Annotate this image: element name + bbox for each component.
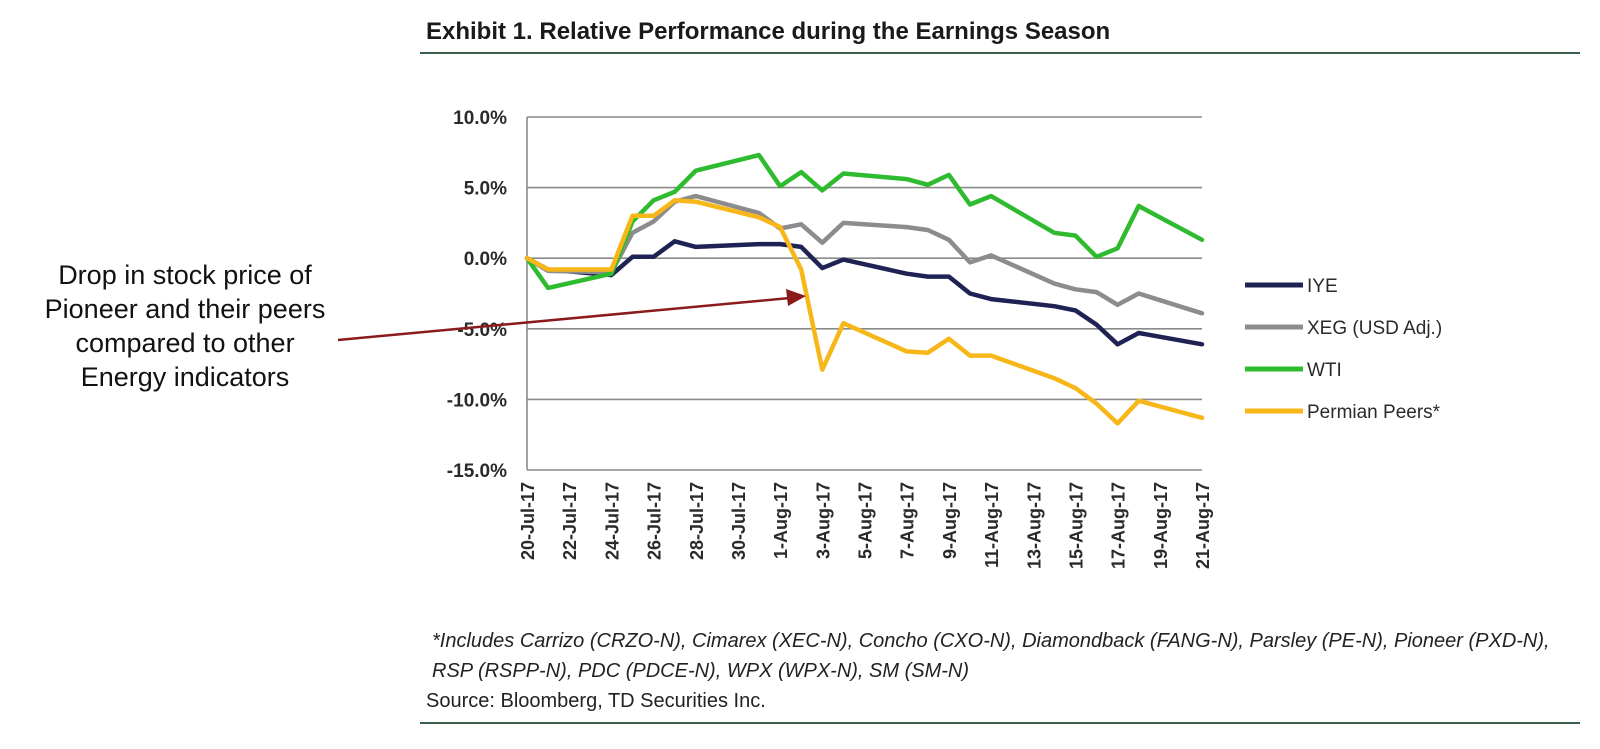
y-tick-labels: 10.0% 5.0% 0.0% -5.0% -10.0% -15.0% xyxy=(447,108,507,482)
x-tick-labels: 20-Jul-17 22-Jul-17 24-Jul-17 26-Jul-17 28-J… xyxy=(518,482,1213,569)
arrow-head xyxy=(786,289,806,306)
legend-label: XEG (USD Adj.) xyxy=(1307,318,1442,339)
annotation-callout: Drop in stock price of Pioneer and their… xyxy=(2,258,368,394)
x-tick-label: 20-Jul-17 xyxy=(518,482,538,560)
series-line-iye xyxy=(524,239,1205,347)
x-tick-label: 3-Aug-17 xyxy=(813,482,833,559)
x-tick-label: 24-Jul-17 xyxy=(602,482,622,560)
y-tick-label: 5.0% xyxy=(464,179,507,200)
title-rule xyxy=(420,52,1580,54)
y-tick-label: 10.0% xyxy=(453,108,507,129)
x-tick-label: 9-Aug-17 xyxy=(940,482,960,559)
series-lines xyxy=(524,152,1205,426)
legend-label: IYE xyxy=(1307,276,1338,297)
legend-label: WTI xyxy=(1307,360,1342,381)
x-tick-label: 5-Aug-17 xyxy=(856,482,876,559)
x-tick-label: 15-Aug-17 xyxy=(1066,482,1086,569)
x-tick-label: 30-Jul-17 xyxy=(729,482,749,560)
callout-line: Energy indicators xyxy=(80,362,290,392)
callout-line: Pioneer and their peers xyxy=(44,294,326,324)
callout-line: Drop in stock price of xyxy=(58,260,312,290)
x-tick-label: 7-Aug-17 xyxy=(898,482,918,559)
x-tick-label: 28-Jul-17 xyxy=(687,482,707,560)
legend: IYE XEG (USD Adj.) WTI Permian Peers* xyxy=(1245,276,1442,423)
source-note: Source: Bloomberg, TD Securities Inc. xyxy=(426,690,766,712)
y-tick-label: -15.0% xyxy=(447,461,507,482)
exhibit-title: Exhibit 1. Relative Performance during t… xyxy=(426,18,1111,45)
x-tick-label: 19-Aug-17 xyxy=(1151,482,1171,569)
arrow-shaft xyxy=(337,296,791,342)
footnote: *Includes Carrizo (CRZO-N), Cimarex (XEC… xyxy=(432,630,1550,682)
series-line-xeg xyxy=(524,193,1205,316)
series-line-permian-peers xyxy=(524,198,1205,426)
x-tick-label: 21-Aug-17 xyxy=(1193,482,1213,569)
legend-label: Permian Peers* xyxy=(1307,402,1441,423)
y-tick-label: 0.0% xyxy=(464,249,507,270)
x-tick-label: 17-Aug-17 xyxy=(1109,482,1129,569)
x-tick-label: 1-Aug-17 xyxy=(771,482,791,559)
y-tick-label: -5.0% xyxy=(457,320,507,341)
x-tick-label: 26-Jul-17 xyxy=(645,482,665,560)
y-tick-label: -10.0% xyxy=(447,390,507,411)
series-line-wti xyxy=(524,152,1205,291)
bottom-rule xyxy=(420,722,1580,724)
x-tick-label: 13-Aug-17 xyxy=(1024,482,1044,569)
x-tick-label: 22-Jul-17 xyxy=(560,482,580,560)
callout-line: compared to other xyxy=(75,328,295,358)
x-tick-label: 11-Aug-17 xyxy=(982,482,1002,568)
callout-arrow xyxy=(337,289,806,342)
